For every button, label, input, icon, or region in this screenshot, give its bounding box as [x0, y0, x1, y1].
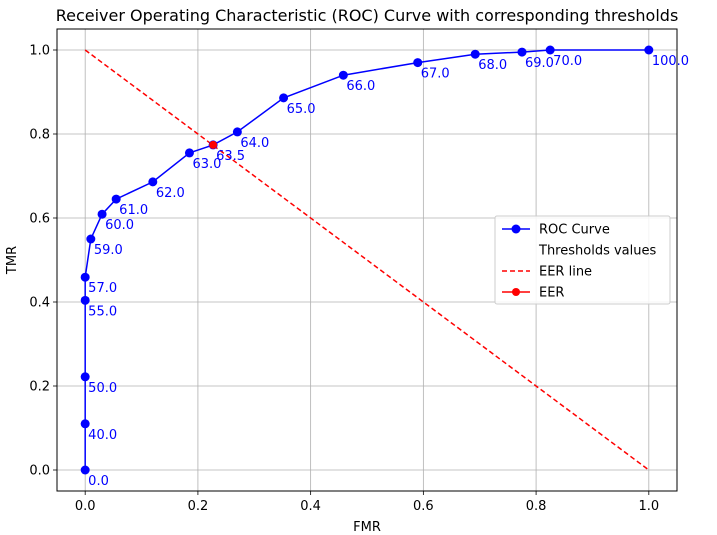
- roc-point: [470, 49, 480, 59]
- threshold-label: 63.0: [192, 157, 221, 172]
- legend-eer-point-label: EER: [539, 286, 564, 301]
- threshold-label: 100.0: [652, 54, 689, 69]
- threshold-label: 59.0: [94, 243, 123, 258]
- y-tick-label: 0.0: [29, 464, 50, 479]
- plot-area: 0.040.050.055.057.059.060.061.062.063.06…: [80, 45, 689, 489]
- roc-point: [644, 45, 654, 55]
- x-tick-label: 0.4: [300, 499, 321, 514]
- roc-point: [413, 58, 423, 68]
- roc-point: [80, 295, 90, 305]
- y-tick-label: 0.4: [29, 296, 50, 311]
- threshold-label: 68.0: [478, 58, 507, 73]
- legend-box: [494, 215, 671, 305]
- roc-point: [80, 272, 90, 282]
- roc-point: [80, 419, 90, 429]
- axes-frame: [56, 28, 678, 492]
- roc-point: [184, 148, 194, 158]
- roc-point: [279, 93, 289, 103]
- y-tick-label: 0.8: [29, 128, 50, 143]
- threshold-label: 69.0: [525, 56, 554, 71]
- legend: ROC Curve Thresholds values EER line EER: [494, 215, 671, 305]
- threshold-label: 66.0: [346, 79, 375, 94]
- roc-point: [232, 127, 242, 137]
- roc-point: [80, 372, 90, 382]
- legend-roc-label: ROC Curve: [539, 223, 610, 238]
- threshold-label: 57.0: [88, 281, 117, 296]
- x-tick-label: 0.0: [75, 499, 96, 514]
- roc-point: [148, 177, 158, 187]
- roc-point: [86, 234, 96, 244]
- x-axis-label: FMR: [353, 520, 381, 535]
- y-tick-label: 0.2: [29, 380, 50, 395]
- eer-point: [209, 140, 218, 149]
- legend-eer-line-label: EER line: [539, 265, 592, 280]
- roc-point: [80, 465, 90, 475]
- threshold-label: 62.0: [156, 186, 185, 201]
- roc-point: [545, 45, 555, 55]
- threshold-label: 70.0: [553, 54, 582, 69]
- threshold-label: 61.0: [119, 203, 148, 218]
- threshold-label: 55.0: [88, 304, 117, 319]
- roc-point: [97, 209, 107, 219]
- threshold-label: 65.0: [287, 102, 316, 117]
- legend-eer-marker: [512, 288, 520, 296]
- y-tick-label: 0.6: [29, 212, 50, 227]
- threshold-label: 64.0: [240, 136, 269, 151]
- x-tick-label: 0.2: [188, 499, 209, 514]
- chart-title: Receiver Operating Characteristic (ROC) …: [56, 6, 679, 25]
- threshold-label: 67.0: [421, 67, 450, 82]
- legend-roc-marker: [511, 224, 521, 234]
- y-axis-label: TMR: [5, 246, 20, 275]
- axis-ticks: 0.0 0.2 0.4 0.6 0.8 1.0 0.0 0.2 0.4 0.6 0.8 1.0: [29, 44, 659, 515]
- x-tick-label: 0.6: [413, 499, 434, 514]
- y-tick-label: 1.0: [29, 44, 50, 59]
- threshold-label: 63.5: [216, 149, 245, 164]
- roc-point: [111, 194, 121, 204]
- roc-point: [517, 47, 527, 57]
- roc-point: [338, 70, 348, 80]
- threshold-label: 60.0: [105, 218, 134, 233]
- eer-line: [84, 49, 650, 471]
- threshold-label: 0.0: [88, 474, 109, 489]
- threshold-label: 40.0: [88, 428, 117, 443]
- legend-thresholds-label: Thresholds values: [538, 244, 656, 259]
- x-tick-label: 1.0: [638, 499, 659, 514]
- x-tick-label: 0.8: [526, 499, 547, 514]
- threshold-label: 50.0: [88, 381, 117, 396]
